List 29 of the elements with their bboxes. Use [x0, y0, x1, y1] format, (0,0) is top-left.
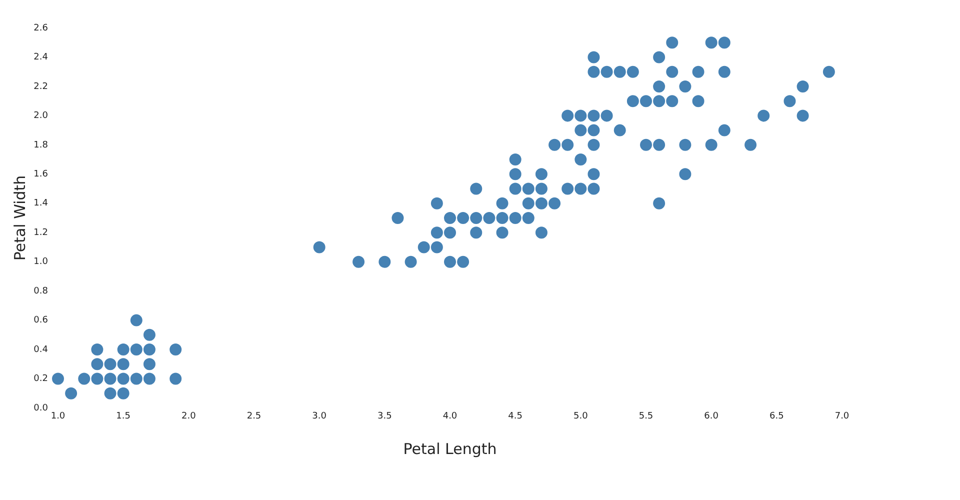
x-tick-label: 4.5	[508, 412, 522, 422]
y-tick-label: 1.6	[34, 170, 48, 180]
y-tick-label: 1.8	[34, 140, 48, 150]
x-tick-label: 6.5	[770, 412, 784, 422]
x-tick-label: 3.0	[312, 412, 327, 422]
x-tick-label: 3.5	[378, 412, 392, 422]
x-tick-label: 2.5	[246, 412, 262, 422]
y-tick-label: 0.0	[34, 403, 48, 414]
y-tick-label: 0.2	[34, 374, 48, 384]
y-tick-label: 2.0	[34, 111, 48, 122]
x-tick-label: 5.0	[574, 412, 588, 422]
x-tick-label: 7.0	[834, 412, 850, 422]
x-tick-label: 5.5	[638, 412, 654, 422]
x-tick-label: 1.5	[116, 412, 130, 422]
y-tick-label: 0.4	[34, 344, 48, 355]
y-tick-label: 0.6	[34, 316, 48, 326]
y-tick-label: 1.4	[34, 198, 48, 209]
y-tick-label: 2.4	[34, 52, 48, 63]
x-tick-label: 1.0	[50, 412, 66, 422]
y-tick-label: 0.8	[34, 286, 48, 296]
y-tick-label: 1.0	[34, 257, 48, 268]
y-axis-title: Petal Width	[10, 175, 29, 261]
x-tick-label: 4.0	[442, 412, 458, 422]
x-tick-label: 6.0	[704, 412, 719, 422]
x-tick-label: 2.0	[182, 412, 196, 422]
x-axis-title: Petal Length	[403, 440, 497, 458]
y-tick-label: 1.2	[34, 228, 48, 238]
y-tick-label: 2.2	[34, 82, 48, 92]
y-tick-label: 2.6	[34, 23, 48, 34]
